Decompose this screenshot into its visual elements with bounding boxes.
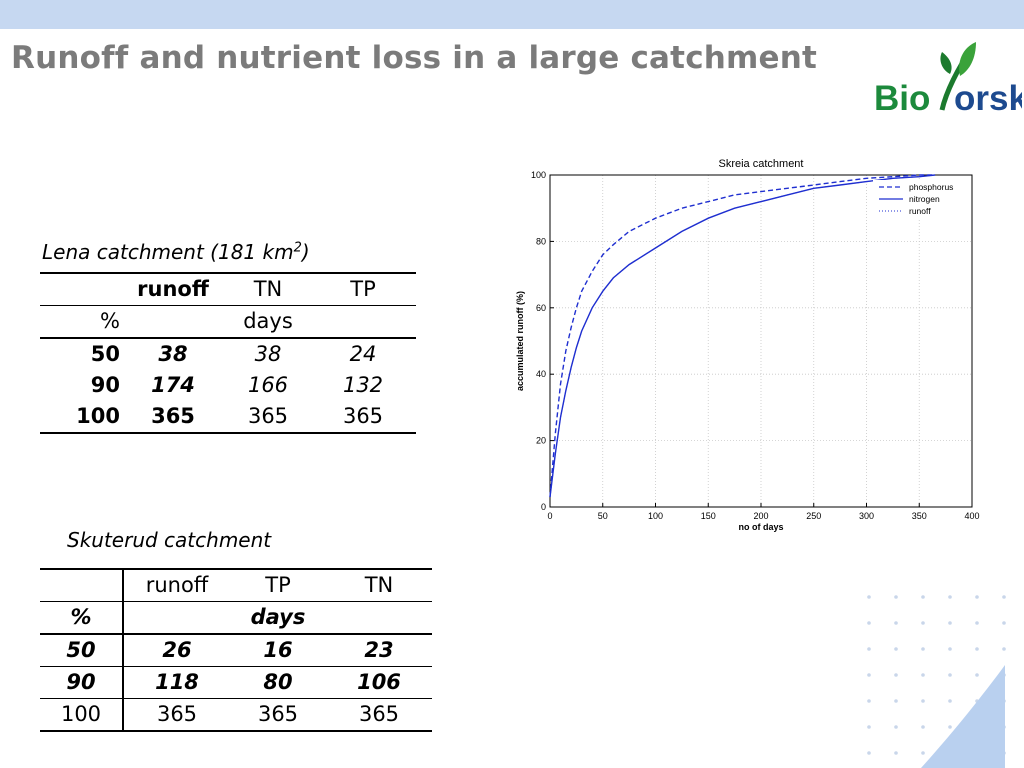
chart-series: [549, 174, 936, 498]
table-cell: 80: [230, 666, 326, 699]
table-cell: 365: [226, 401, 310, 434]
y-tick-label: 40: [536, 369, 546, 379]
table-cell: %: [40, 601, 124, 635]
table-cell: [326, 601, 432, 635]
table-cell: 90: [90, 373, 120, 397]
lena-caption-text: Lena catchment (181 km: [42, 240, 294, 264]
table-header-row: runoff TP TN: [40, 568, 432, 602]
table-cell: 50: [40, 634, 124, 667]
table-cell: runoff: [123, 568, 230, 602]
table-header-row: runoff TN TP: [40, 272, 416, 306]
table-cell: [40, 568, 124, 602]
y-tick-label: 0: [541, 502, 546, 512]
lena-table-caption: Lena catchment (181 km2): [42, 240, 310, 264]
x-tick-label: 100: [648, 511, 663, 521]
table-cell: 100: [40, 401, 120, 434]
table-cell: [120, 305, 226, 339]
table-cell: %: [40, 305, 120, 339]
table-cell: 90: [40, 666, 124, 699]
table-cell: 365: [326, 698, 432, 732]
table-row: 90 174 166 132: [40, 370, 416, 401]
table-row: 50 38 38 24: [40, 338, 416, 370]
table-cell: 106: [326, 666, 432, 699]
x-tick-label: 250: [806, 511, 821, 521]
table-cell: 166: [247, 373, 289, 397]
slide-title: Runoff and nutrient loss in a large catc…: [11, 40, 818, 76]
y-tick-label: 100: [531, 170, 546, 180]
table-units-row: % days: [40, 305, 416, 339]
table-cell: 100: [40, 698, 124, 732]
chart-axes: 0 50 100 150 200 250 300 350 400 0 20 40 60 80 100: [531, 170, 980, 521]
table-cell: [40, 272, 120, 306]
table-cell: days: [226, 305, 310, 339]
skuterud-table-caption: Skuterud catchment: [67, 528, 272, 552]
x-tick-label: 300: [859, 511, 874, 521]
table-cell: 118: [123, 666, 230, 699]
y-axis-label: accumulated runoff (%): [515, 291, 525, 391]
y-tick-label: 60: [536, 303, 546, 313]
svg-text:orsk: orsk: [954, 79, 1022, 118]
y-tick-label: 80: [536, 236, 546, 246]
table-cell: 16: [230, 634, 326, 667]
lena-caption-superscript: 2: [293, 240, 302, 256]
table-cell: 174: [151, 373, 195, 397]
top-banner: [0, 0, 1024, 29]
decorative-dot-pattern: [867, 595, 1006, 768]
chart-grid: [550, 175, 972, 507]
bioforsk-logo: Bio orsk: [874, 42, 1022, 118]
table-cell: 23: [326, 634, 432, 667]
table-cell: TN: [326, 568, 432, 602]
table-row: 100 365 365 365: [40, 698, 432, 732]
table-cell: 38: [158, 342, 188, 366]
table-cell: 132: [342, 373, 384, 397]
table-cell: 365: [120, 401, 226, 434]
table-units-row: % days: [40, 601, 432, 635]
series-line-nitrogen: [549, 174, 936, 498]
chart-title: Skreia catchment: [719, 158, 804, 170]
chart-legend: phosphorus nitrogen runoff: [873, 180, 969, 220]
lena-caption-end: ): [301, 240, 310, 264]
legend-label-runoff: runoff: [909, 206, 931, 216]
table-cell: 24: [349, 342, 377, 366]
x-tick-label: 0: [547, 511, 552, 521]
y-tick-label: 20: [536, 436, 546, 446]
skuterud-table: runoff TP TN % days 50 26 16 23 90 118 8…: [40, 568, 432, 732]
table-cell: 365: [123, 698, 230, 732]
svg-text:Bio: Bio: [874, 79, 930, 118]
x-tick-label: 350: [912, 511, 927, 521]
table-cell: TN: [226, 272, 310, 306]
table-cell: 365: [310, 401, 416, 434]
table-cell: 38: [254, 342, 282, 366]
x-axis-label: no of days: [738, 522, 783, 532]
table-cell: TP: [310, 272, 416, 306]
table-cell: [123, 601, 230, 635]
legend-label-phosphorus: phosphorus: [909, 182, 953, 192]
table-row: 100 365 365 365: [40, 401, 416, 434]
skreia-line-chart: Skreia catchment 0 50 100 150 200 250 300 350 40…: [515, 158, 980, 532]
table-cell: 50: [90, 342, 120, 366]
table-cell: runoff: [120, 272, 226, 306]
x-tick-label: 50: [598, 511, 608, 521]
table-cell: 365: [230, 698, 326, 732]
series-line-runoff: [549, 174, 936, 498]
table-cell: 26: [123, 634, 230, 667]
x-tick-label: 200: [753, 511, 768, 521]
x-tick-label: 400: [964, 511, 979, 521]
table-row: 90 118 80 106: [40, 666, 432, 699]
table-cell: [310, 305, 416, 339]
lena-table: runoff TN TP % days 50 38 38 24 90 174 1…: [40, 272, 416, 434]
x-tick-label: 150: [701, 511, 716, 521]
series-line-phosphorus: [549, 174, 936, 498]
table-cell: days: [230, 601, 326, 635]
legend-label-nitrogen: nitrogen: [909, 194, 940, 204]
table-cell: TP: [230, 568, 326, 602]
table-row: 50 26 16 23: [40, 634, 432, 667]
